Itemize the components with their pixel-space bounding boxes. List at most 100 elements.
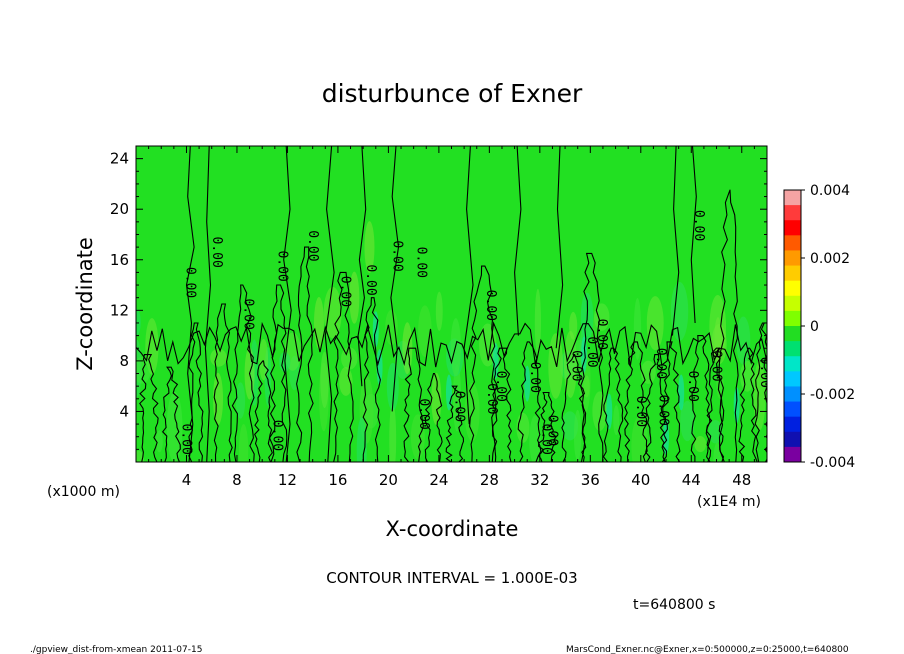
contour-line bbox=[623, 341, 648, 462]
contour-label: 0.00 bbox=[656, 395, 671, 426]
colorbar-cell bbox=[784, 386, 801, 403]
field-patch bbox=[594, 303, 610, 331]
field-patch bbox=[613, 405, 620, 436]
contour-line bbox=[537, 391, 557, 462]
field-patch-cyan bbox=[492, 342, 499, 379]
x-tick-label: 24 bbox=[429, 471, 448, 489]
field-patch bbox=[534, 288, 542, 356]
contour-line bbox=[324, 146, 335, 462]
contour-label: 0.00 bbox=[209, 237, 224, 268]
contour-line bbox=[690, 146, 697, 324]
chart-title: disturbunce of Exner bbox=[322, 79, 583, 108]
x-scale-label: (x1E4 m) bbox=[697, 494, 761, 510]
contour-line bbox=[517, 341, 542, 462]
contour-label: 0.00 bbox=[389, 240, 404, 271]
contour-line bbox=[580, 252, 604, 462]
x-axis-label: X-coordinate bbox=[386, 517, 519, 541]
y-axis-label: Z-coordinate bbox=[73, 237, 97, 371]
contour-label: 0.00 bbox=[594, 319, 609, 350]
contour-line bbox=[254, 360, 273, 462]
colorbar-cell bbox=[784, 431, 801, 448]
field-patch bbox=[670, 282, 689, 341]
x-tick-label: 4 bbox=[182, 471, 192, 489]
contour-line bbox=[561, 354, 587, 462]
field-patch-cyan bbox=[606, 393, 613, 430]
contour-line bbox=[390, 146, 400, 412]
contour-interval-label: CONTOUR INTERVAL = 1.000E-03 bbox=[326, 569, 577, 587]
field-patch bbox=[716, 370, 724, 399]
colorbar-cell bbox=[784, 310, 801, 327]
contour-line bbox=[268, 284, 288, 462]
field-patch-cyan bbox=[524, 365, 531, 402]
field-patch bbox=[259, 338, 269, 381]
contour-line bbox=[661, 341, 681, 462]
colorbar-cell bbox=[784, 295, 801, 312]
contour-line bbox=[491, 347, 513, 462]
y-tick-label: 20 bbox=[110, 200, 129, 218]
contour-label: 0.00 bbox=[182, 267, 197, 298]
y-tick-label: 12 bbox=[110, 301, 129, 319]
field-patch bbox=[389, 402, 397, 462]
contour-line bbox=[718, 189, 739, 462]
x-tick-label: 20 bbox=[379, 471, 398, 489]
contour-label: 0.00 bbox=[545, 415, 560, 446]
contour-line bbox=[671, 146, 680, 336]
field-patch bbox=[646, 296, 664, 351]
contour-label: 0.00 bbox=[691, 210, 706, 241]
contour-line bbox=[754, 322, 767, 462]
field-patch bbox=[713, 442, 721, 462]
contour-line bbox=[738, 347, 758, 462]
y-tick-label: 16 bbox=[110, 251, 129, 269]
contour-line bbox=[469, 265, 497, 462]
contour-line bbox=[357, 146, 367, 387]
contour-label: 0.00 bbox=[569, 350, 584, 381]
contour-label: 0.00 bbox=[653, 348, 668, 379]
footer-left: ./gpview_dist-from-xmean 2011-07-15 bbox=[30, 645, 202, 654]
colorbar-cell bbox=[784, 265, 801, 282]
contour-label: 0.00 bbox=[270, 420, 285, 451]
colorbar-cell bbox=[784, 446, 801, 463]
field-patch bbox=[385, 309, 398, 346]
contour-line bbox=[555, 146, 564, 349]
contour-label: 0.00 bbox=[275, 250, 290, 281]
colorbar-cell bbox=[784, 416, 801, 433]
field-patch bbox=[238, 424, 249, 462]
contour-label: 0.00 bbox=[584, 336, 599, 367]
contour-line bbox=[231, 284, 255, 462]
field-patch-yellowish bbox=[364, 221, 375, 274]
contour-line bbox=[424, 372, 443, 462]
contour-line bbox=[705, 347, 725, 462]
contour-line bbox=[445, 385, 465, 462]
field-patch bbox=[410, 414, 425, 460]
x-tick-label: 48 bbox=[732, 471, 751, 489]
contour-label: 0.00 bbox=[451, 391, 466, 422]
contour-line bbox=[161, 366, 181, 462]
contour-label: 0.00 bbox=[240, 298, 255, 329]
colorbar-cell bbox=[784, 326, 801, 342]
colorbar-tick-label: -0.002 bbox=[810, 387, 855, 403]
colorbar-cell bbox=[784, 371, 801, 387]
field-patch bbox=[136, 308, 141, 337]
colorbar-tick-label: 0.002 bbox=[810, 251, 850, 267]
x-tick-label: 32 bbox=[530, 471, 549, 489]
x-tick-label: 8 bbox=[232, 471, 242, 489]
field-patch bbox=[166, 391, 183, 462]
field-patch bbox=[435, 291, 443, 331]
x-unit-label: (x1000 m) bbox=[47, 484, 120, 500]
field-patch bbox=[708, 419, 723, 444]
contour-label-group: 0.000.000.000.00 0.000.000.000.00 0.000.00… bbox=[179, 210, 767, 455]
contour-line bbox=[296, 246, 314, 462]
contour-line bbox=[645, 354, 667, 462]
field-patch-cyan bbox=[581, 336, 588, 373]
field-patch bbox=[680, 400, 695, 442]
colorbar-cell bbox=[784, 401, 801, 418]
contour-line bbox=[463, 146, 474, 425]
contour-label: 0.00 bbox=[685, 370, 700, 401]
y-tick-label: 8 bbox=[119, 352, 129, 370]
field-patch bbox=[592, 391, 608, 432]
contour-line bbox=[188, 322, 204, 462]
contour-label: 0.00 bbox=[493, 371, 508, 402]
footer-right: MarsCond_Exner.nc@Exner,x=0:500000,z=0:2… bbox=[566, 645, 849, 654]
contour-label: 0.00 bbox=[413, 247, 428, 278]
x-tick-label: 28 bbox=[480, 471, 499, 489]
